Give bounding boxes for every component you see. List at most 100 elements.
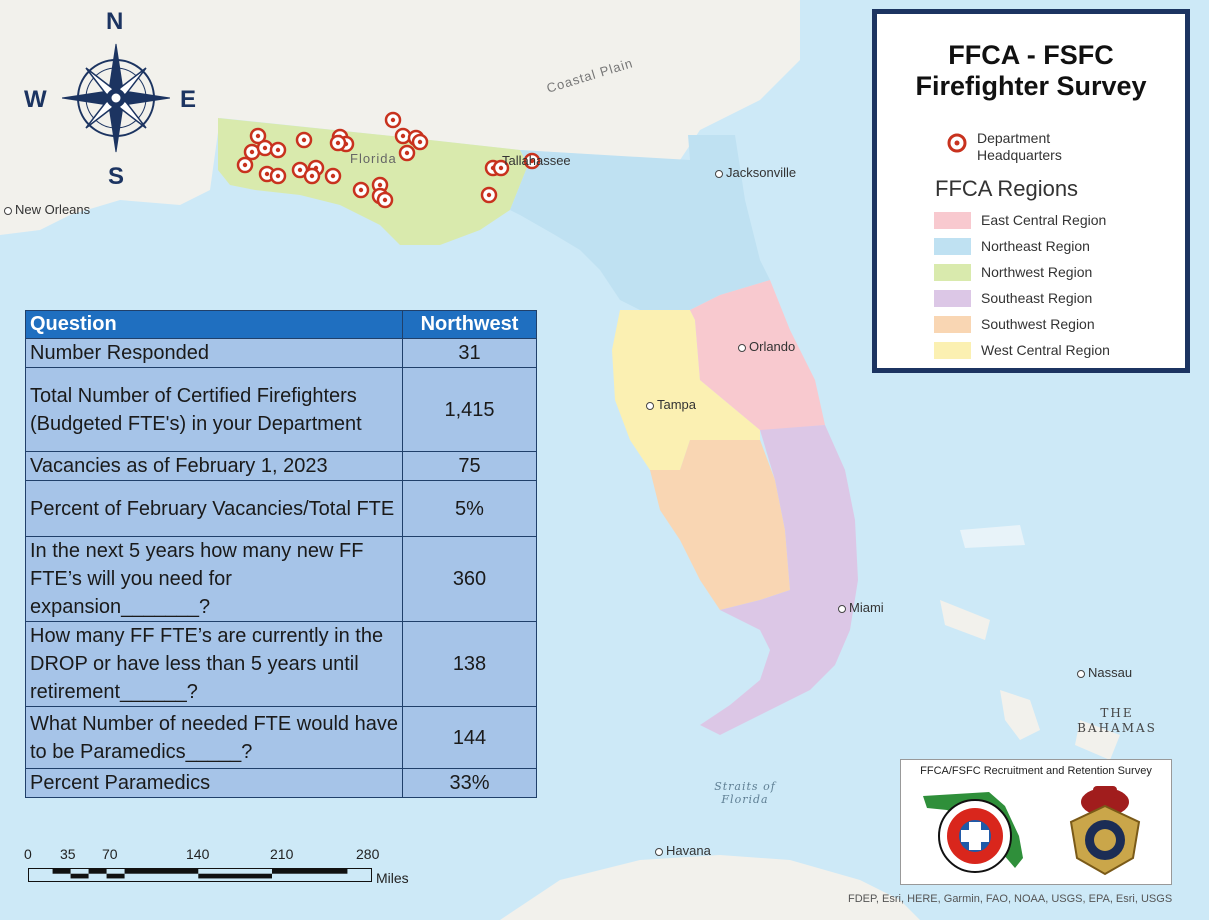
hq-marker-icon (947, 133, 967, 153)
region-west-central (612, 310, 760, 470)
table-row: Total Number of Certified Firefighters (… (25, 367, 537, 452)
logo-box-title: FFCA/FSFC Recruitment and Retention Surv… (920, 765, 1152, 777)
city-havana: Havana (655, 843, 711, 858)
scale-tick-label: 140 (186, 846, 210, 862)
value-cell: 1,415 (402, 367, 537, 452)
compass-rose-icon (62, 43, 170, 153)
question-cell: What Number of needed FTE would have to … (25, 706, 403, 769)
scale-tick-label: 280 (356, 846, 380, 862)
hq-marker (249, 127, 267, 145)
state-fire-marshal-logo (1069, 786, 1141, 876)
legend-region-swatch (934, 264, 971, 281)
legend-region-label: Northeast Region (981, 238, 1090, 254)
table-header-row: Question Northwest (25, 310, 537, 339)
compass-west: W (24, 86, 47, 113)
scale-bar-graphic (28, 868, 372, 882)
region-southeast (700, 425, 858, 735)
legend-region-swatch (934, 342, 971, 359)
legend-region-label: Northwest Region (981, 264, 1093, 280)
hq-marker (269, 167, 287, 185)
table-row: Percent of February Vacancies/Total FTE 5… (25, 480, 537, 537)
city-jacksonville: Jacksonville (715, 165, 796, 180)
hq-marker (352, 181, 370, 199)
compass-north: N (106, 8, 124, 35)
compass-south: S (108, 163, 125, 190)
hq-marker (480, 186, 498, 204)
legend-region-swatch (934, 238, 971, 255)
hq-marker (329, 134, 347, 152)
city-miami: Miami (838, 600, 884, 615)
legend-region-label: Southeast Region (981, 290, 1093, 306)
ffca-logo (923, 792, 1023, 873)
legend-region-swatch (934, 212, 971, 229)
scale-tick-label: 70 (102, 846, 118, 862)
scale-unit: Miles (376, 870, 409, 886)
hq-marker (303, 167, 321, 185)
question-cell: Percent of February Vacancies/Total FTE (25, 480, 403, 537)
header-question: Question (25, 310, 403, 339)
hq-marker (256, 139, 274, 157)
hq-marker (411, 133, 429, 151)
survey-logo-box: FFCA/FSFC Recruitment and Retention Surv… (900, 759, 1172, 885)
value-cell: 144 (402, 706, 537, 769)
map-legend: FFCA - FSFC Firefighter Survey Departmen… (872, 9, 1190, 373)
region-northeast (510, 135, 770, 310)
hq-marker (398, 144, 416, 162)
survey-table: Question Northwest Number Responded 31 Tot… (25, 310, 537, 798)
bahamas-label: THE BAHAMAS (1077, 706, 1157, 735)
table-row: Number Responded 31 (25, 338, 537, 368)
table-row: How many FF FTE’s are currently in the D… (25, 621, 537, 707)
value-cell: 75 (402, 451, 537, 481)
scale-tick-label: 0 (24, 846, 32, 862)
value-cell: 360 (402, 536, 537, 622)
legend-region-label: Southwest Region (981, 316, 1095, 332)
region-southwest (650, 440, 790, 610)
legend-title: FFCA - FSFC Firefighter Survey (915, 40, 1147, 101)
scale-tick-label: 35 (60, 846, 76, 862)
region-east-central (690, 280, 825, 430)
map-attribution: FDEP, Esri, HERE, Garmin, FAO, NOAA, USG… (848, 893, 1173, 905)
legend-region-swatch (934, 290, 971, 307)
question-cell: Total Number of Certified Firefighters (… (25, 367, 403, 452)
hq-marker (394, 127, 412, 145)
city-tampa: Tampa (646, 397, 696, 412)
table-row: Percent Paramedics 33% (25, 768, 537, 798)
hq-marker (492, 159, 510, 177)
city-new-orleans: New Orleans (4, 202, 90, 217)
hq-marker (324, 167, 342, 185)
legend-region-label: East Central Region (981, 212, 1107, 228)
table-row: In the next 5 years how many new FF FTE’… (25, 536, 537, 622)
hq-marker (295, 131, 313, 149)
regions-title: FFCA Regions (935, 176, 1079, 201)
compass-east: E (180, 86, 197, 113)
city-nassau: Nassau (1077, 665, 1132, 680)
city-tallahassee: Tallahassee (502, 153, 571, 168)
florida-label: Florida (350, 151, 397, 166)
table-row: Vacancies as of February 1, 2023 75 (25, 451, 537, 481)
hq-marker (376, 191, 394, 209)
question-cell: How many FF FTE’s are currently in the D… (25, 621, 403, 707)
hq-marker (269, 141, 287, 159)
scale-tick-label: 210 (270, 846, 294, 862)
value-cell: 138 (402, 621, 537, 707)
header-region: Northwest (402, 310, 537, 339)
question-cell: Vacancies as of February 1, 2023 (25, 451, 403, 481)
straits-label: Straits of Florida (714, 780, 776, 806)
hq-label: Department Headquarters (977, 130, 1062, 163)
hq-markers (236, 111, 541, 209)
question-cell: In the next 5 years how many new FF FTE’… (25, 536, 403, 622)
hq-marker (384, 111, 402, 129)
hq-marker (291, 161, 309, 179)
value-cell: 33% (402, 768, 537, 798)
legend-region-swatch (934, 316, 971, 333)
cuba (500, 855, 920, 920)
value-cell: 5% (402, 480, 537, 537)
table-row: What Number of needed FTE would have to … (25, 706, 537, 769)
hq-marker (523, 152, 541, 170)
question-cell: Number Responded (25, 338, 403, 368)
city-orlando: Orlando (738, 339, 795, 354)
question-cell: Percent Paramedics (25, 768, 403, 798)
value-cell: 31 (402, 338, 537, 368)
hq-marker (236, 156, 254, 174)
legend-region-label: West Central Region (981, 342, 1110, 358)
